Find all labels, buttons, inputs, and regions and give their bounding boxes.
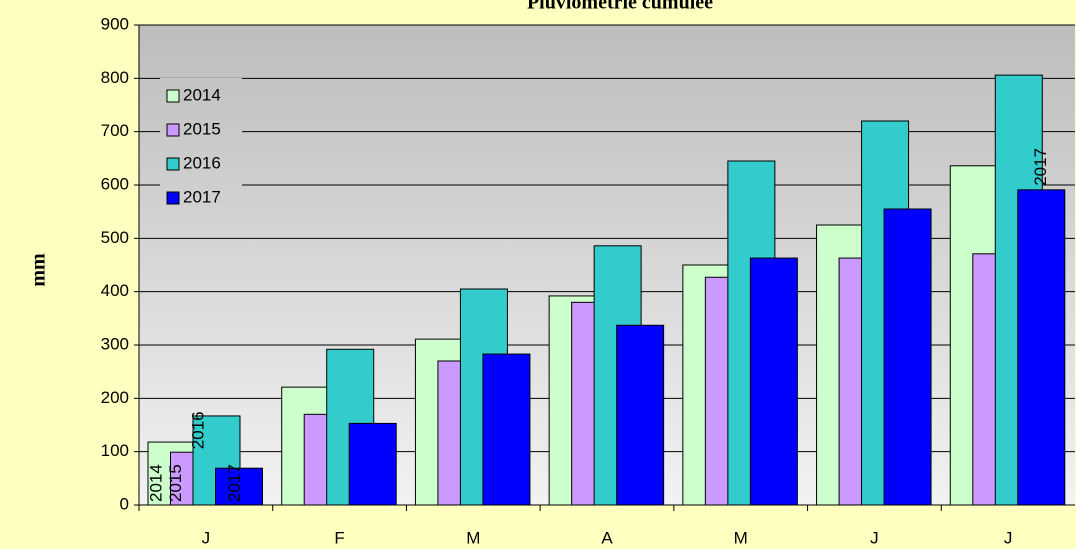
- legend-swatch: [166, 123, 180, 137]
- bar: [215, 467, 263, 506]
- data-label: 2015: [166, 464, 185, 502]
- legend-swatch: [166, 89, 180, 103]
- bar: [348, 422, 397, 506]
- data-label: 2017: [225, 464, 244, 502]
- legend-label: 2015: [183, 119, 221, 138]
- legend-label: 2017: [183, 187, 221, 206]
- legend-swatch: [166, 191, 180, 205]
- x-tick-label: J: [870, 528, 879, 547]
- y-tick-label: 0: [120, 494, 129, 513]
- y-tick-label: 500: [101, 228, 129, 247]
- legend-swatch: [166, 157, 180, 171]
- x-tick-label: A: [601, 528, 613, 547]
- x-tick-label: M: [466, 528, 480, 547]
- bar: [749, 257, 798, 506]
- data-label: 2014: [146, 464, 165, 502]
- bar: [616, 324, 665, 506]
- legend-label: 2014: [183, 85, 221, 104]
- x-tick-label: F: [334, 528, 344, 547]
- y-tick-label: 600: [101, 174, 129, 193]
- y-tick-label: 400: [101, 281, 129, 300]
- chart-title: Pluviométrie cumulée: [527, 0, 713, 14]
- y-tick-label: 300: [101, 334, 129, 353]
- bar: [883, 208, 932, 506]
- y-tick-label: 900: [101, 14, 129, 33]
- x-tick-label: M: [734, 528, 748, 547]
- bar: [1017, 189, 1066, 506]
- y-tick-label: 200: [101, 388, 129, 407]
- legend-label: 2016: [183, 153, 221, 172]
- y-tick-label: 100: [101, 441, 129, 460]
- data-label: 2017: [1031, 148, 1050, 186]
- y-axis-label: mm: [28, 253, 50, 287]
- bar: [482, 353, 531, 506]
- data-label: 2016: [188, 411, 207, 449]
- y-tick-label: 800: [101, 68, 129, 87]
- x-tick-label: J: [1004, 528, 1013, 547]
- x-tick-label: J: [202, 528, 211, 547]
- y-tick-label: 700: [101, 121, 129, 140]
